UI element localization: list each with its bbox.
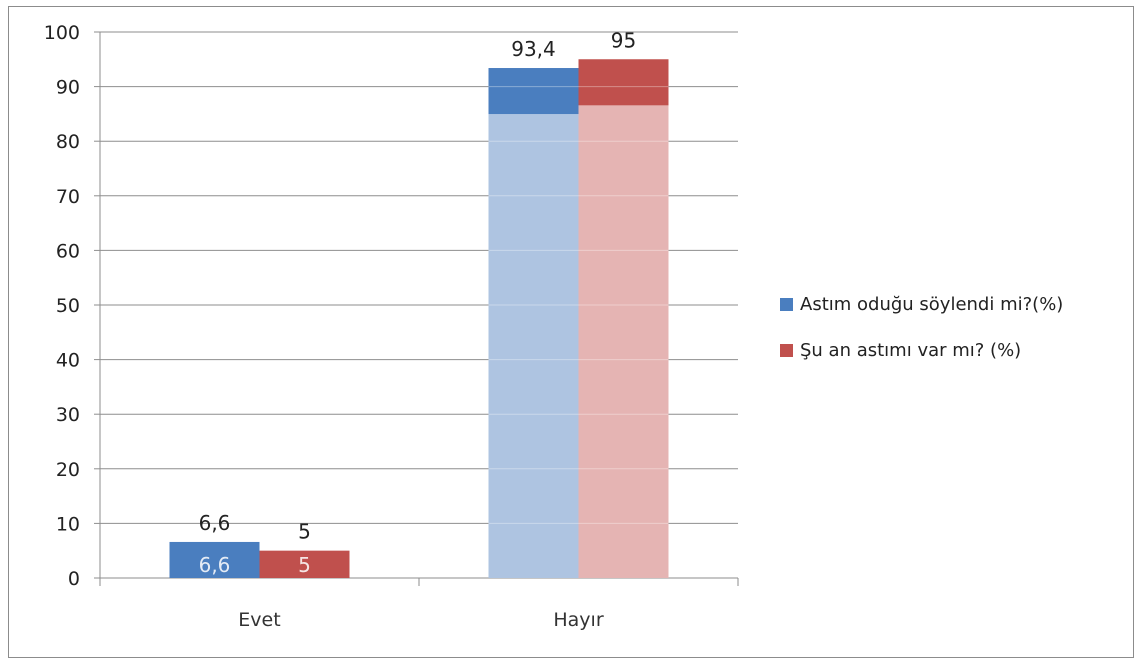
data-label-inner: 6,6: [199, 553, 231, 577]
y-tick-label: 100: [44, 22, 80, 44]
bar-cap: [578, 59, 669, 106]
y-tick-label: 0: [68, 568, 80, 590]
y-tick-label: 90: [56, 77, 80, 99]
y-tick-label: 70: [56, 186, 80, 208]
legend-swatch: [780, 344, 793, 357]
bar-cap: [488, 68, 579, 115]
data-label: 95: [611, 28, 636, 52]
legend-label: Şu an astımı var mı? (%): [800, 340, 1021, 361]
y-tick-label: 10: [56, 513, 80, 535]
x-category-label: Hayır: [553, 609, 603, 631]
bar-cap: [169, 541, 260, 578]
y-tick-label: 80: [56, 131, 80, 153]
data-label: 5: [298, 520, 311, 544]
bar-cap: [259, 550, 350, 578]
y-tick-label: 50: [56, 295, 80, 317]
legend-label: Astım oduğu söylendi mi?(%): [800, 294, 1063, 315]
bar-astim-soylendi-hayir: [488, 68, 579, 578]
x-category-label: Evet: [238, 609, 280, 631]
y-tick-label: 60: [56, 240, 80, 262]
data-label: 6,6: [199, 511, 231, 535]
data-label-inner: 5: [298, 553, 311, 577]
y-tick-label: 20: [56, 459, 80, 481]
bar-astimi-var-hayir: [578, 59, 669, 579]
legend-swatch: [780, 298, 793, 311]
y-tick-label: 40: [56, 350, 80, 372]
y-tick-label: 30: [56, 404, 80, 426]
data-label: 93,4: [511, 37, 556, 61]
